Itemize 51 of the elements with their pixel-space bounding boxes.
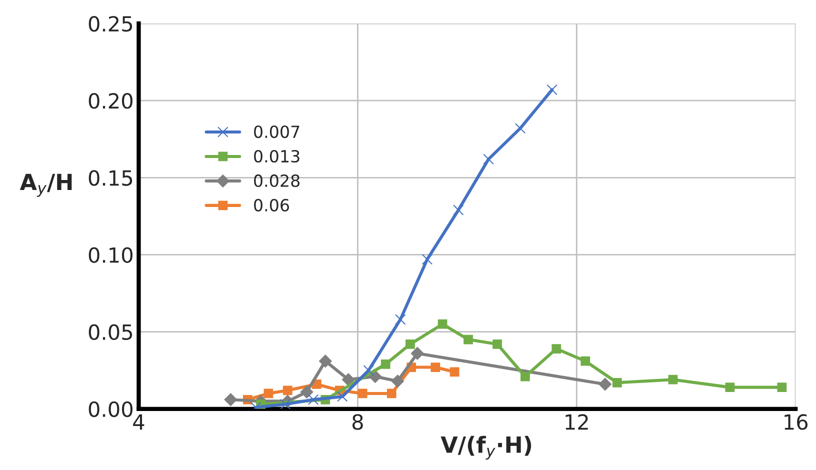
point [386, 388, 396, 398]
point [363, 364, 374, 376]
point [514, 122, 526, 134]
point [492, 339, 502, 349]
point [612, 378, 622, 388]
point [406, 339, 415, 349]
y-tick-label: 0.15 [88, 170, 132, 186]
point [308, 394, 319, 406]
x-axis-title: V/(f$_{y}$·H) [440, 436, 532, 460]
point [318, 354, 332, 368]
x-tick-label: 12 [566, 414, 588, 430]
y-tick-label: 0.10 [88, 247, 132, 263]
point [520, 372, 530, 382]
point [282, 386, 292, 396]
y-axis-title: A$_{y}$/H [20, 174, 72, 197]
point [394, 314, 406, 325]
point [391, 374, 404, 388]
point [358, 388, 368, 398]
legend-label: 0.06 [254, 198, 289, 212]
x-tick-label: 16 [784, 414, 808, 430]
point [777, 382, 787, 392]
point [380, 360, 390, 369]
point [483, 154, 494, 165]
point [546, 84, 558, 96]
legend-label: 0.013 [254, 150, 300, 163]
point [464, 334, 473, 344]
point [668, 374, 678, 384]
legend-label: 0.028 [254, 174, 300, 188]
point [422, 254, 433, 265]
point [342, 373, 355, 386]
y-tick-label: 0.20 [88, 93, 132, 109]
legend-label: 0.007 [254, 125, 300, 138]
point [224, 393, 238, 406]
point [725, 382, 735, 392]
point [552, 344, 562, 354]
point [280, 398, 291, 409]
x-tick-label: 4 [133, 414, 144, 430]
point [453, 204, 464, 216]
y-tick-label: 0.05 [88, 324, 132, 340]
point [598, 378, 612, 391]
y-tick-label: 0.00 [88, 401, 132, 418]
point [410, 346, 424, 360]
point [450, 367, 460, 377]
point [580, 356, 590, 366]
point [300, 386, 314, 398]
point [264, 388, 274, 398]
point [430, 362, 440, 372]
point [336, 391, 348, 402]
y-tick-label: 0.25 [88, 16, 132, 32]
x-tick-label: 8 [352, 414, 363, 430]
point [438, 319, 448, 329]
